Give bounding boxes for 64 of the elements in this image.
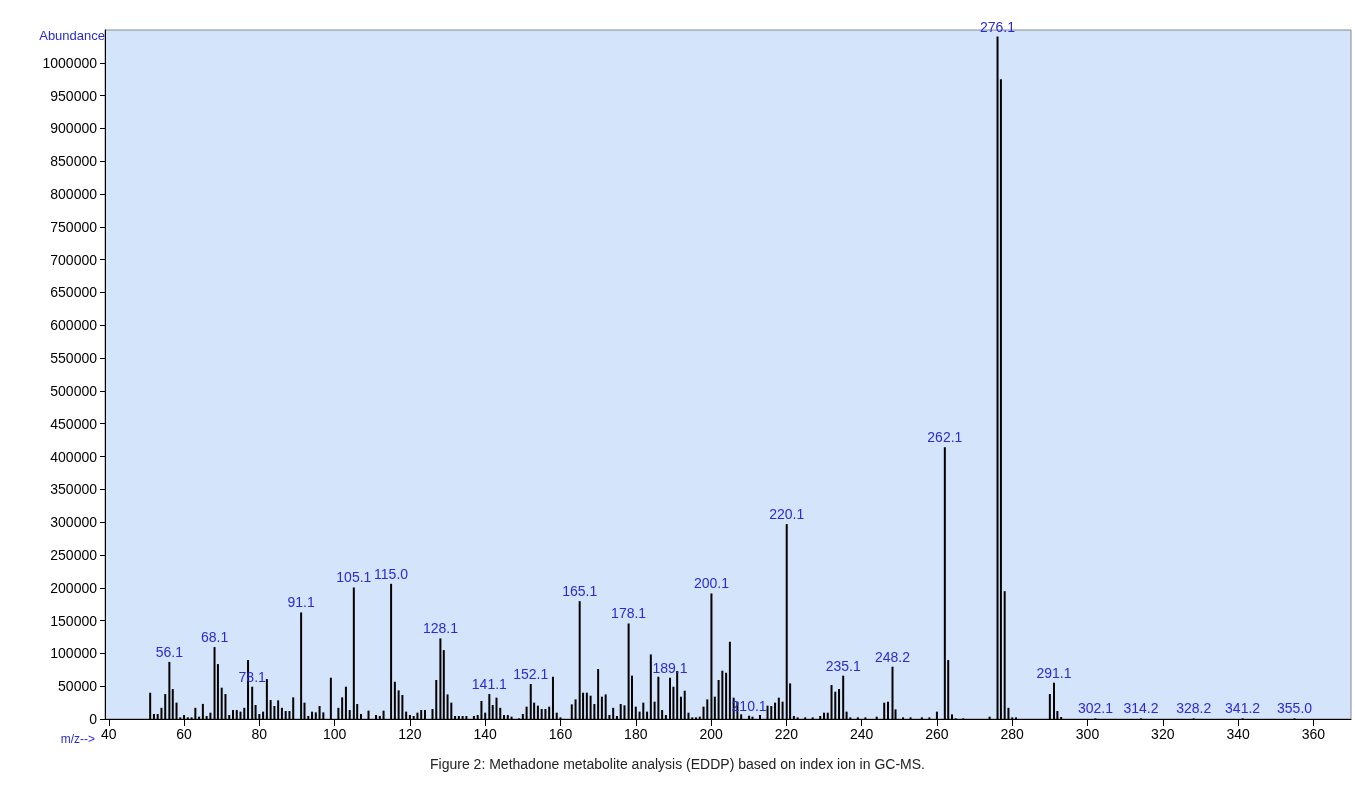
annotation: 115.0 [374, 565, 409, 582]
annotation: 235.1 [825, 657, 861, 674]
x-tick-label: 100 [322, 726, 347, 742]
y-tick-label: 300000 [50, 514, 98, 531]
annotation: 276.1 [980, 18, 1016, 35]
y-tick-label: 200000 [50, 579, 98, 596]
annotation: 248.2 [874, 648, 911, 665]
y-tick-label: 50000 [58, 678, 98, 695]
annotation: 68.1 [200, 629, 229, 646]
x-tick-label: 340 [1226, 726, 1250, 742]
y-tick-label: 600000 [50, 317, 98, 334]
x-tick-label: 180 [624, 726, 648, 742]
y-tick-label: 850000 [50, 153, 98, 170]
x-tick-label: 260 [925, 726, 949, 742]
annotation: 189.1 [652, 659, 688, 676]
annotation: 341.2 [1225, 700, 1261, 717]
x-tick-label: 300 [1075, 726, 1100, 742]
x-tick-label: 280 [1000, 726, 1025, 742]
x-tick-label: 80 [251, 726, 268, 742]
annotation: 128.1 [422, 620, 459, 637]
annotation: 91.1 [287, 594, 315, 611]
x-tick-label: 320 [1151, 726, 1175, 742]
annotation: 355.0 [1277, 700, 1313, 717]
y-tick-label: 0 [89, 711, 98, 727]
annotation: 178.1 [611, 605, 647, 622]
y-tick-label: 400000 [50, 448, 98, 465]
annotation: 314.2 [1123, 700, 1159, 717]
y-tick-label: 450000 [50, 415, 98, 432]
annotation: 220.1 [769, 506, 805, 523]
x-tick-label: 40 [100, 726, 117, 742]
y-tick-label: 250000 [50, 546, 98, 563]
x-tick-label: 140 [473, 726, 498, 742]
annotation: 328.2 [1176, 700, 1212, 717]
y-tick-label: 550000 [50, 350, 98, 367]
x-tick-label: 200 [699, 726, 723, 742]
annotation: 152.1 [513, 666, 549, 683]
x-tick-label: 60 [176, 726, 193, 742]
x-tick-label: 360 [1301, 726, 1326, 742]
x-tick-label: 220 [774, 726, 799, 742]
x-axis-title: m/z--> [60, 732, 95, 746]
annotation: 105.1 [336, 569, 372, 586]
y-tick-label: 150000 [50, 612, 98, 629]
y-tick-label: 950000 [50, 87, 98, 104]
y-tick-label: 500000 [50, 382, 98, 399]
annotation: 291.1 [1036, 664, 1072, 681]
y-tick-label: 900000 [50, 120, 98, 137]
annotation: 302.1 [1077, 700, 1114, 717]
annotation: 262.1 [927, 429, 963, 446]
annotation: 200.1 [693, 575, 730, 592]
text: Figure 2: Methadone metabolite analysis (EDDP) based on index ion in GC-MS. [430, 756, 925, 772]
y-tick-label: 350000 [50, 481, 98, 498]
y-tick-label: 100000 [50, 645, 98, 662]
x-tick-label: 160 [548, 726, 573, 742]
annotation: 56.1 [155, 643, 184, 660]
y-axis-title: Abundance [39, 28, 105, 43]
annotation: 165.1 [562, 583, 598, 600]
y-tick-label: 1000000 [42, 54, 98, 71]
x-tick-label: 120 [398, 726, 422, 742]
x-tick-label: 240 [849, 726, 874, 742]
y-tick-label: 650000 [50, 284, 98, 301]
y-tick-label: 800000 [50, 186, 98, 203]
y-tick-label: 750000 [50, 218, 98, 235]
y-tick-label: 700000 [50, 251, 98, 268]
annotation: 141.1 [471, 676, 508, 693]
